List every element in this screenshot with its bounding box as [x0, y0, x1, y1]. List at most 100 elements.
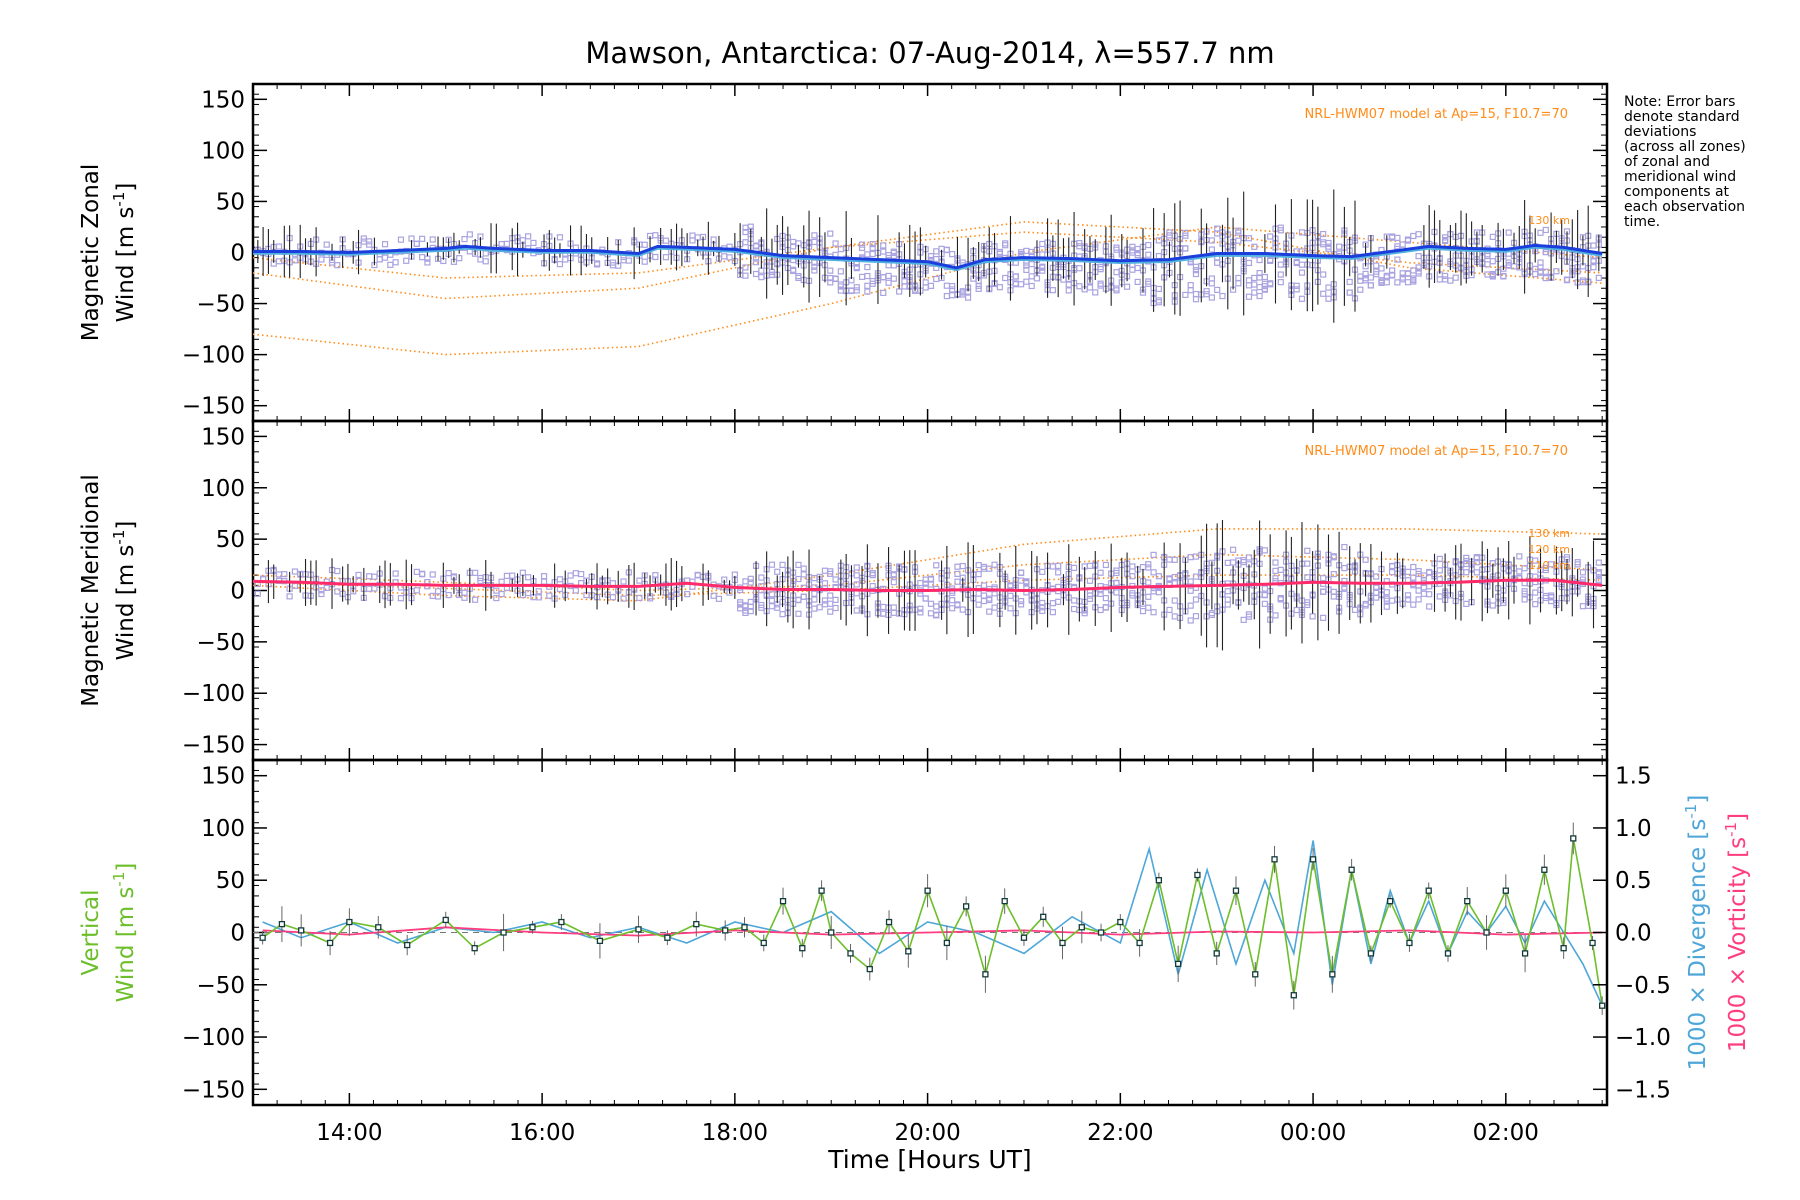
zone-point — [556, 261, 564, 268]
zone-point — [572, 587, 579, 594]
zone-point — [880, 610, 887, 617]
zone-point — [281, 571, 288, 578]
zone-point — [461, 589, 468, 596]
zone-point — [827, 600, 834, 607]
zone-point — [535, 594, 542, 601]
zone-point — [578, 570, 585, 578]
zone-point — [1426, 583, 1433, 590]
zone-point — [371, 585, 378, 592]
zone-point — [1595, 570, 1602, 577]
zone-point — [1404, 596, 1412, 603]
zone-point — [986, 596, 993, 604]
zone-point — [1489, 273, 1496, 280]
y-tick-label: 50 — [216, 189, 245, 215]
zone-point — [933, 275, 940, 283]
zone-point — [530, 239, 537, 247]
vertical-wind-point — [1541, 866, 1548, 873]
zone-point — [371, 573, 378, 580]
zone-point — [1399, 276, 1406, 283]
zone-point — [387, 261, 394, 268]
zone-point — [1410, 278, 1417, 285]
zone-point — [1489, 233, 1496, 240]
zone-point — [1373, 268, 1380, 275]
zone-point — [694, 234, 701, 241]
zone-point — [1187, 587, 1194, 594]
zone-point — [1245, 235, 1253, 242]
zone-point — [1229, 546, 1237, 553]
zone-point — [758, 604, 765, 611]
zone-point — [525, 574, 532, 581]
zone-point — [864, 251, 871, 258]
hwm-model-curve — [253, 528, 1603, 602]
zone-point — [1325, 284, 1332, 291]
zone-point — [254, 590, 261, 597]
zone-point — [556, 576, 564, 583]
zone-point — [964, 294, 972, 301]
zone-point — [869, 244, 876, 251]
zone-point — [1076, 265, 1083, 272]
zone-point — [986, 565, 993, 572]
x-tick-label: 02:00 — [1473, 1120, 1539, 1146]
zone-point — [858, 273, 866, 281]
zone-point — [503, 240, 511, 247]
zone-point — [1532, 271, 1539, 278]
zone-point — [933, 611, 940, 618]
vertical-wind-point — [1329, 971, 1336, 978]
zone-point — [1553, 268, 1560, 275]
zone-point — [864, 263, 871, 271]
zone-point — [917, 605, 924, 612]
right-y-tick-label: 1.0 — [1615, 816, 1652, 842]
zone-point — [811, 263, 818, 270]
zone-point — [726, 254, 733, 261]
zone-point — [429, 236, 436, 243]
zone-point — [827, 279, 834, 286]
zone-point — [790, 267, 797, 275]
zone-point — [1235, 227, 1242, 234]
zone-point — [768, 561, 776, 568]
zone-point — [1224, 588, 1231, 595]
zone-point — [880, 603, 887, 611]
zone-point — [1304, 547, 1311, 554]
zone-point — [1028, 282, 1035, 290]
zone-point — [1033, 275, 1041, 282]
zone-point — [1150, 569, 1157, 576]
zone-point — [1521, 596, 1528, 603]
zone-point — [811, 605, 818, 612]
zone-point — [1039, 599, 1046, 607]
zone-point — [1070, 564, 1078, 571]
y-tick-label: 150 — [201, 764, 245, 790]
zone-point — [546, 592, 553, 599]
zone-point — [1383, 603, 1390, 610]
zone-point — [1187, 282, 1194, 289]
zone-point — [662, 237, 670, 244]
zone-point — [811, 232, 818, 239]
zone-point — [1362, 270, 1369, 278]
zone-point — [275, 243, 283, 250]
zone-point — [1420, 590, 1427, 597]
vertical-wind-point — [1560, 945, 1567, 952]
vertical-wind-point — [760, 939, 767, 947]
zone-point — [1123, 283, 1131, 290]
y-axis-label: Wind [m s-1] — [110, 863, 139, 1003]
zone-point — [959, 562, 966, 570]
zone-point — [1023, 578, 1030, 586]
zone-point — [1484, 252, 1491, 260]
vertical-wind-point — [326, 939, 334, 947]
zone-point — [540, 578, 548, 585]
zone-point — [986, 595, 993, 602]
zone-point — [1304, 601, 1311, 609]
zone-point — [1595, 559, 1602, 566]
zone-point — [1086, 562, 1094, 569]
zone-point — [832, 275, 839, 283]
zone-point — [742, 239, 749, 246]
vertical-wind-point — [278, 920, 286, 928]
note-line: Note: Error bars — [1624, 94, 1736, 110]
y-tick-label: 0 — [230, 241, 245, 267]
zone-point — [1298, 229, 1306, 236]
zone-point — [392, 259, 399, 266]
zone-point — [1367, 282, 1374, 289]
zone-point — [752, 270, 760, 278]
zone-point — [795, 274, 802, 282]
y-tick-label: 50 — [216, 527, 245, 553]
zone-point — [1086, 592, 1094, 599]
